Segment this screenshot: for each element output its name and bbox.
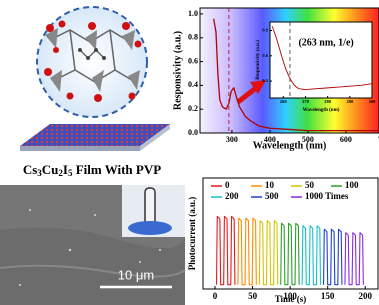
y-tick-label: 0.0 <box>188 128 198 137</box>
y-axis-label: Responsivity (a.u.) <box>256 40 261 80</box>
x-axis-label: Wavelength (nm) <box>303 108 340 113</box>
x-tick-label: 300 <box>226 135 238 144</box>
y-tick-label: 0.9 <box>262 27 268 32</box>
inset-background <box>270 22 372 98</box>
x-tick-label: 260 <box>280 99 288 104</box>
data-line <box>302 226 320 285</box>
sem-image: 10 μm <box>0 185 185 305</box>
legend-label: 200 <box>225 191 239 201</box>
figure: Cs3Cu2I5 Film With PVP 10 μm 30040050060… <box>0 0 379 305</box>
y-tick-label: 0.6 <box>188 56 198 65</box>
molecule-illustration <box>37 7 147 117</box>
caption-part: Cu <box>42 162 59 177</box>
scale-bar-label: 10 μm <box>118 267 154 282</box>
legend-label: 50 <box>305 180 315 190</box>
x-tick-label: 200 <box>358 291 372 301</box>
legend-label: 10 <box>265 180 275 190</box>
x-tick-label: 280 <box>324 99 332 104</box>
x-tick-label: 600 <box>340 135 352 144</box>
page: { "panels": { "caption": ["Cs", "3", "Cu… <box>0 0 379 305</box>
x-tick-label: 270 <box>302 99 310 104</box>
caption-part: Cs <box>23 162 37 177</box>
y-tick-label: 0.3 <box>262 78 268 83</box>
caption: Cs3Cu2I5 Film With PVP <box>23 162 161 178</box>
x-tick-label: 50 <box>248 291 258 301</box>
caption-part: Film With PVP <box>72 162 161 177</box>
x-tick-label: 0 <box>213 291 218 301</box>
x-tick-label: 290 <box>346 99 354 104</box>
y-tick-label: 0.4 <box>188 80 198 89</box>
data-line <box>217 216 235 284</box>
data-line <box>324 229 342 285</box>
x-tick-label: 150 <box>321 291 335 301</box>
y-axis-label: Responsivity (a.u.) <box>172 31 183 110</box>
y-tick-label: 0.8 <box>188 33 198 42</box>
legend-label: 1000 Times <box>305 191 349 201</box>
legend-label: 100 <box>345 180 359 190</box>
data-line <box>281 223 299 284</box>
annotation: (263 nm, 1/e) <box>298 38 353 49</box>
y-axis-label: Photocurrent (a.u.) <box>187 197 197 271</box>
data-line <box>259 221 277 285</box>
x-tick-label: 300 <box>369 99 377 104</box>
legend-label: 500 <box>265 191 279 201</box>
y-tick-label: 0.6 <box>262 53 268 58</box>
x-axis-label: Wavelength (nm) <box>253 140 327 151</box>
film-illustration <box>20 124 170 151</box>
legend-label: 0 <box>225 180 230 190</box>
data-line <box>345 233 363 285</box>
y-tick-label: 1.0 <box>188 9 198 18</box>
data-line <box>238 218 256 285</box>
y-tick-label: 0.2 <box>188 104 198 113</box>
x-axis-label: Time (s) <box>275 294 307 304</box>
